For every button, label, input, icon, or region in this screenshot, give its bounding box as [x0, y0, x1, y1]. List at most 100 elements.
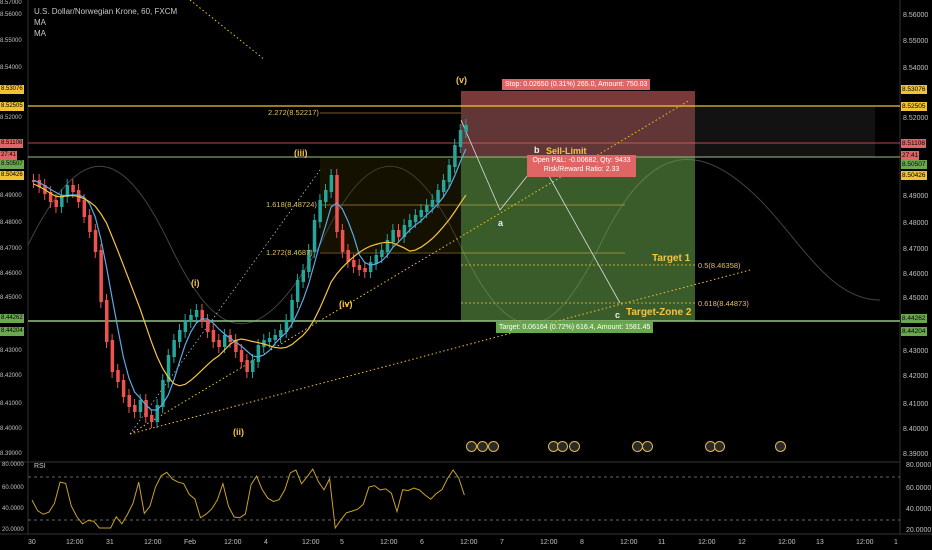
- candle: [144, 400, 148, 417]
- candle: [178, 330, 182, 342]
- event-flag-icon[interactable]: [488, 441, 499, 452]
- time-tick: 6: [420, 539, 424, 546]
- candle: [37, 180, 42, 187]
- candle: [368, 262, 373, 272]
- event-flag-icon[interactable]: [466, 441, 477, 452]
- time-tick: 12:00: [144, 539, 162, 546]
- candle: [149, 415, 154, 422]
- left-price-tick: 8.57000: [0, 0, 22, 6]
- stop-label[interactable]: Stop: 0.02650 (0.31%) 265.0, Amount: 750…: [502, 79, 651, 90]
- left-price-tick: 8.55000: [0, 38, 22, 44]
- pnl-box[interactable]: Open P&L: -0.00682, Qty: 9433 Risk/Rewar…: [527, 155, 636, 177]
- left-price-tick: 8.53076: [0, 85, 24, 94]
- time-tick: 7: [500, 539, 504, 546]
- candle: [458, 130, 463, 147]
- candle: [307, 250, 311, 272]
- candle: [166, 355, 171, 382]
- event-flag-icon[interactable]: [557, 441, 568, 452]
- symbol-title[interactable]: U.S. Dollar/Norwegian Krone, 60, FXCM: [34, 7, 178, 16]
- time-tick: 5: [340, 539, 344, 546]
- candle: [116, 370, 120, 382]
- fib-1618-label: 1.618(8.48724): [266, 200, 317, 209]
- candle: [312, 220, 317, 252]
- candle: [301, 270, 306, 282]
- candle: [93, 230, 98, 252]
- price-tick: 8.41000: [903, 401, 929, 408]
- stop-zone[interactable]: [461, 91, 695, 157]
- candle: [419, 210, 423, 217]
- time-tick: 12: [738, 539, 746, 546]
- event-flag-icon[interactable]: [714, 441, 725, 452]
- wave-i-label: (i): [191, 278, 200, 288]
- candle: [279, 330, 283, 337]
- time-tick: 1: [894, 539, 898, 546]
- candle: [464, 125, 468, 132]
- event-flag-icon[interactable]: [477, 441, 488, 452]
- left-price-tick: 8.49000: [0, 193, 22, 199]
- candle: [425, 205, 429, 212]
- candle: [441, 180, 446, 192]
- candle: [402, 225, 407, 237]
- candle: [290, 300, 294, 322]
- time-tick: 12:00: [856, 539, 874, 546]
- candle: [71, 185, 75, 192]
- candle: [183, 320, 188, 332]
- left-price-tick: 8.50426: [0, 171, 24, 180]
- price-tick: 8.43000: [903, 348, 929, 355]
- left-price-tick: 8.54000: [0, 65, 22, 71]
- candle: [397, 230, 401, 237]
- candle: [239, 350, 244, 362]
- target-label[interactable]: Target: 0.06164 (0.72%) 616.4, Amount: 1…: [496, 322, 654, 333]
- candle: [447, 165, 452, 182]
- candle: [211, 330, 216, 342]
- time-tick: 12:00: [224, 539, 242, 546]
- price-tick: 8.54000: [903, 65, 929, 72]
- time-tick: 12:00: [380, 539, 398, 546]
- event-flag-icon[interactable]: [642, 441, 653, 452]
- fib-2272-label: 2.272(8.52217): [268, 108, 319, 117]
- time-tick: 12:00: [620, 539, 638, 546]
- rsi-tick: 60.0000: [906, 485, 932, 492]
- ma-legend-1[interactable]: MA: [34, 18, 46, 27]
- candle: [380, 250, 384, 257]
- left-price-axis[interactable]: 8.57000 8.56000 8.55000 8.54000 8.53076 8.525…: [0, 0, 28, 534]
- candle: [363, 268, 367, 272]
- left-price-tick: 8.44262: [0, 314, 24, 323]
- left-price-tick: 8.40000: [0, 426, 22, 432]
- event-flag-icon[interactable]: [775, 441, 786, 452]
- event-flag-icon[interactable]: [569, 441, 580, 452]
- candle: [436, 190, 440, 202]
- left-price-tick: 27:41: [0, 151, 18, 160]
- wave-c-label: c: [615, 310, 621, 320]
- price-tick: 8.56000: [903, 12, 929, 19]
- price-tick: 8.44262: [901, 314, 927, 323]
- candle: [318, 200, 322, 222]
- left-price-tick: 8.50507: [0, 160, 24, 169]
- time-tick: 12:00: [460, 539, 478, 546]
- candle: [267, 338, 272, 342]
- candle: [284, 320, 289, 332]
- ma-fast-line: [33, 148, 467, 411]
- time-tick: 12:00: [66, 539, 84, 546]
- price-tick: 8.44204: [901, 327, 927, 336]
- left-price-tick: 8.47000: [0, 246, 22, 252]
- candle: [48, 192, 53, 202]
- price-tick: 8.47000: [903, 246, 929, 253]
- time-tick: 4: [264, 539, 268, 546]
- chart-legend: U.S. Dollar/Norwegian Krone, 60, FXCM MA…: [34, 6, 177, 39]
- price-tick: 8.55000: [903, 38, 929, 45]
- target-zone[interactable]: [461, 157, 695, 321]
- price-tick: 27:41: [901, 151, 920, 160]
- time-tick: 31: [106, 539, 114, 546]
- candle: [82, 200, 87, 217]
- candle: [99, 250, 103, 302]
- price-axis[interactable]: 8.56000 8.55000 8.54000 8.53076 8.52505 8.520…: [900, 0, 932, 534]
- time-tick: 8: [580, 539, 584, 546]
- ma-legend-2[interactable]: MA: [34, 29, 46, 38]
- candle: [105, 300, 109, 342]
- rsi-label[interactable]: RSI: [34, 463, 46, 470]
- rsi-line: [31, 468, 465, 530]
- left-price-tick: 8.43000: [0, 348, 22, 354]
- target-zone-2-label: Target-Zone 2: [626, 307, 692, 318]
